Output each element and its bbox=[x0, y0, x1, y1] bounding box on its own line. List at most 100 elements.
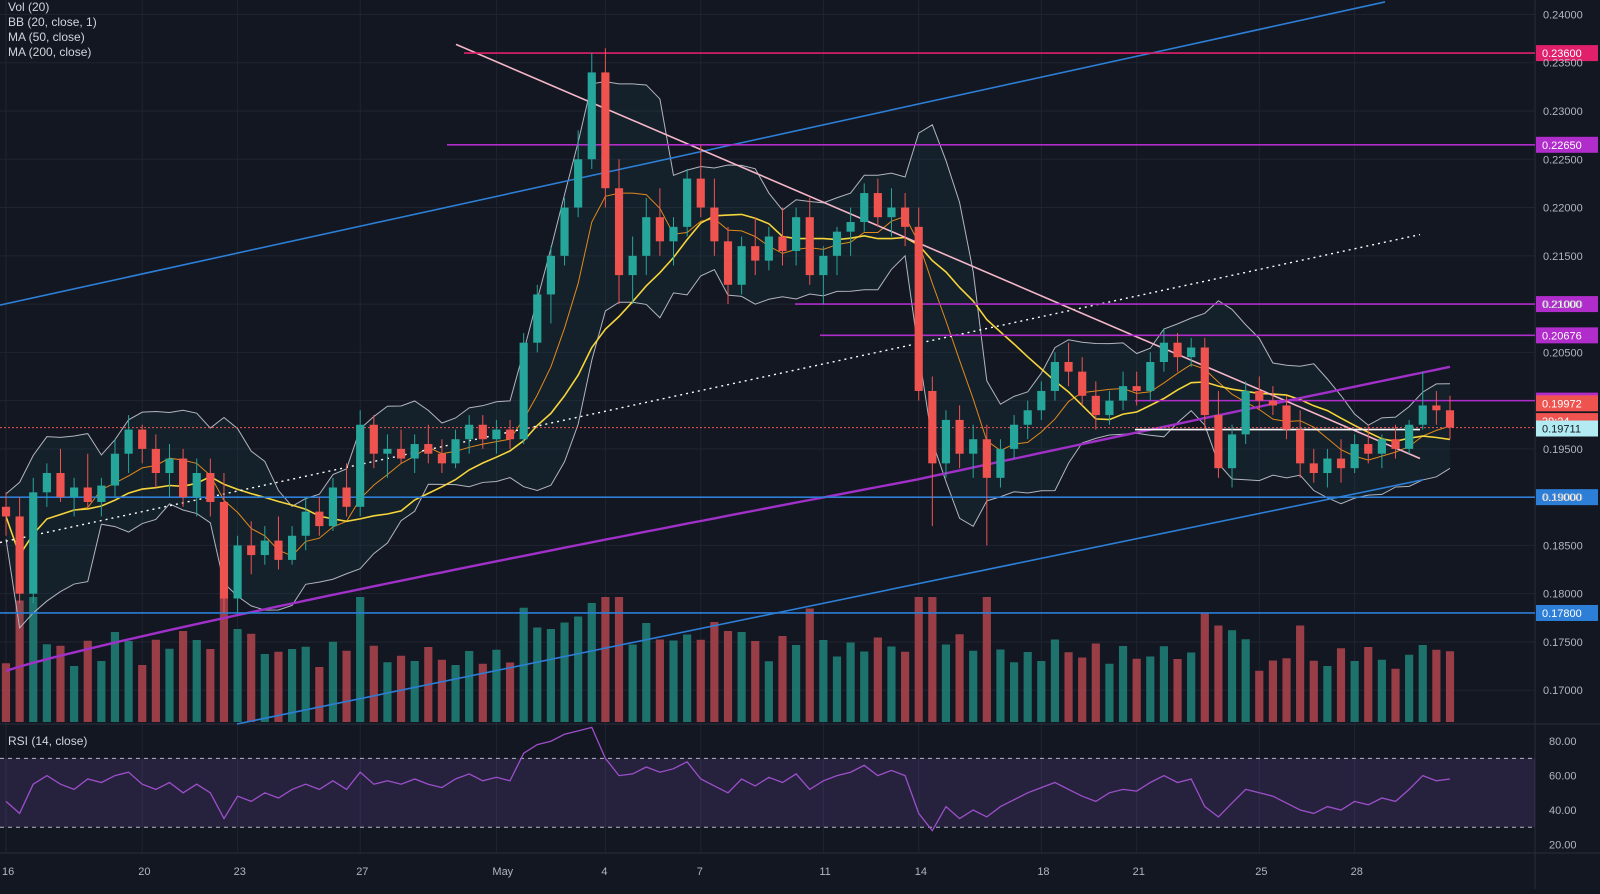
candle-body bbox=[1132, 386, 1141, 391]
level-label: 0.23600 bbox=[1542, 48, 1582, 60]
legend-bb[interactable]: BB (20, close, 1) bbox=[8, 15, 97, 29]
volume-bar bbox=[955, 634, 964, 722]
volume-bar bbox=[1282, 658, 1291, 722]
candle-body bbox=[1009, 424, 1019, 449]
price-tick-label: 0.23500 bbox=[1543, 58, 1583, 70]
volume-bar bbox=[383, 662, 392, 722]
volume-bar bbox=[710, 622, 719, 722]
volume-bar bbox=[969, 650, 978, 722]
candle-body bbox=[1350, 444, 1359, 469]
candle-body bbox=[260, 540, 269, 556]
candle-body bbox=[1146, 362, 1155, 391]
trendline-lower-channel bbox=[236, 478, 1424, 725]
volume-bar bbox=[669, 640, 678, 722]
volume-bar bbox=[901, 651, 910, 722]
price-tick-label: 0.19000 bbox=[1543, 492, 1583, 504]
volume-bar bbox=[764, 661, 773, 722]
candle-body bbox=[996, 448, 1005, 478]
volume-bar bbox=[1132, 658, 1141, 722]
candle-body bbox=[655, 217, 664, 242]
volume-bar bbox=[451, 665, 460, 722]
candle-body bbox=[614, 188, 624, 276]
volume-bar bbox=[151, 639, 160, 722]
level-badge bbox=[1536, 45, 1598, 62]
volume-bar bbox=[1391, 668, 1400, 722]
candle-body bbox=[342, 487, 351, 507]
volume-bar bbox=[233, 629, 242, 722]
candle-body bbox=[1, 506, 11, 517]
candle-body bbox=[982, 439, 991, 478]
candle-body bbox=[424, 444, 433, 454]
candle-body bbox=[914, 226, 923, 391]
candle-body bbox=[15, 516, 24, 594]
price-badge bbox=[1536, 395, 1598, 412]
price-tick-label: 0.20500 bbox=[1543, 347, 1583, 359]
volume-bar bbox=[560, 622, 569, 722]
candle-body bbox=[751, 246, 760, 261]
time-tick-label: 7 bbox=[697, 866, 703, 878]
volume-bar bbox=[124, 641, 133, 722]
price-badge bbox=[1536, 420, 1598, 437]
volume-bar bbox=[1023, 652, 1032, 722]
volume-bar bbox=[1146, 656, 1155, 722]
volume-bar bbox=[110, 632, 120, 722]
legend-ma200[interactable]: MA (200, close) bbox=[8, 45, 92, 59]
candle-body bbox=[1377, 439, 1386, 454]
candle-body bbox=[737, 246, 746, 285]
volume-bar bbox=[1159, 646, 1169, 722]
time-tick-label: 23 bbox=[234, 866, 246, 878]
level-label: 0.20676 bbox=[1542, 330, 1582, 342]
volume-bar bbox=[1173, 659, 1182, 722]
candle-body bbox=[1050, 362, 1060, 391]
volume-bar bbox=[56, 645, 65, 722]
candle-body bbox=[1282, 405, 1291, 430]
volume-bar bbox=[914, 597, 923, 722]
volume-bar bbox=[628, 644, 637, 722]
candle-body bbox=[83, 487, 92, 502]
candle-body bbox=[1078, 371, 1087, 396]
candle-body bbox=[832, 231, 842, 256]
candle-body bbox=[1445, 410, 1455, 428]
time-tick-label: 18 bbox=[1037, 866, 1049, 878]
candle-body bbox=[710, 207, 719, 242]
volume-bar bbox=[642, 623, 651, 722]
volume-bar bbox=[396, 655, 406, 722]
candle-body bbox=[683, 178, 692, 227]
volume-bar bbox=[42, 644, 51, 722]
volume-bar bbox=[247, 633, 256, 722]
candle-body bbox=[546, 255, 555, 295]
volume-bar bbox=[315, 667, 324, 722]
candle-body bbox=[274, 540, 283, 560]
candle-body bbox=[110, 453, 120, 486]
volume-bar bbox=[1350, 661, 1359, 722]
volume-bar bbox=[601, 597, 610, 722]
legend-vol[interactable]: Vol (20) bbox=[8, 0, 50, 14]
volume-bar bbox=[192, 640, 201, 722]
candle-body bbox=[396, 448, 406, 459]
volume-bar bbox=[206, 649, 215, 722]
volume-bar bbox=[465, 651, 474, 722]
legend-rsi[interactable]: RSI (14, close) bbox=[8, 734, 88, 748]
candle-body bbox=[301, 511, 310, 536]
candle-body bbox=[1255, 390, 1264, 401]
volume-bar bbox=[941, 644, 951, 722]
volume-bar bbox=[751, 641, 760, 722]
volume-bar bbox=[1405, 654, 1414, 722]
volume-bar bbox=[737, 632, 746, 722]
candle-body bbox=[955, 419, 964, 454]
level-label: 0.22650 bbox=[1542, 140, 1582, 152]
candles bbox=[1, 48, 1455, 613]
volume-bar bbox=[1, 663, 11, 722]
candle-body bbox=[1064, 362, 1073, 372]
candle-body bbox=[1391, 439, 1400, 449]
candle-body bbox=[601, 72, 610, 189]
volume-bar bbox=[1255, 670, 1264, 722]
level-label: 0.19000 bbox=[1542, 492, 1582, 504]
volume-bar bbox=[928, 597, 937, 722]
legend-ma50[interactable]: MA (50, close) bbox=[8, 30, 85, 44]
volume-bar bbox=[1336, 648, 1346, 722]
volume-bar bbox=[1309, 660, 1318, 722]
candle-body bbox=[1418, 405, 1427, 425]
